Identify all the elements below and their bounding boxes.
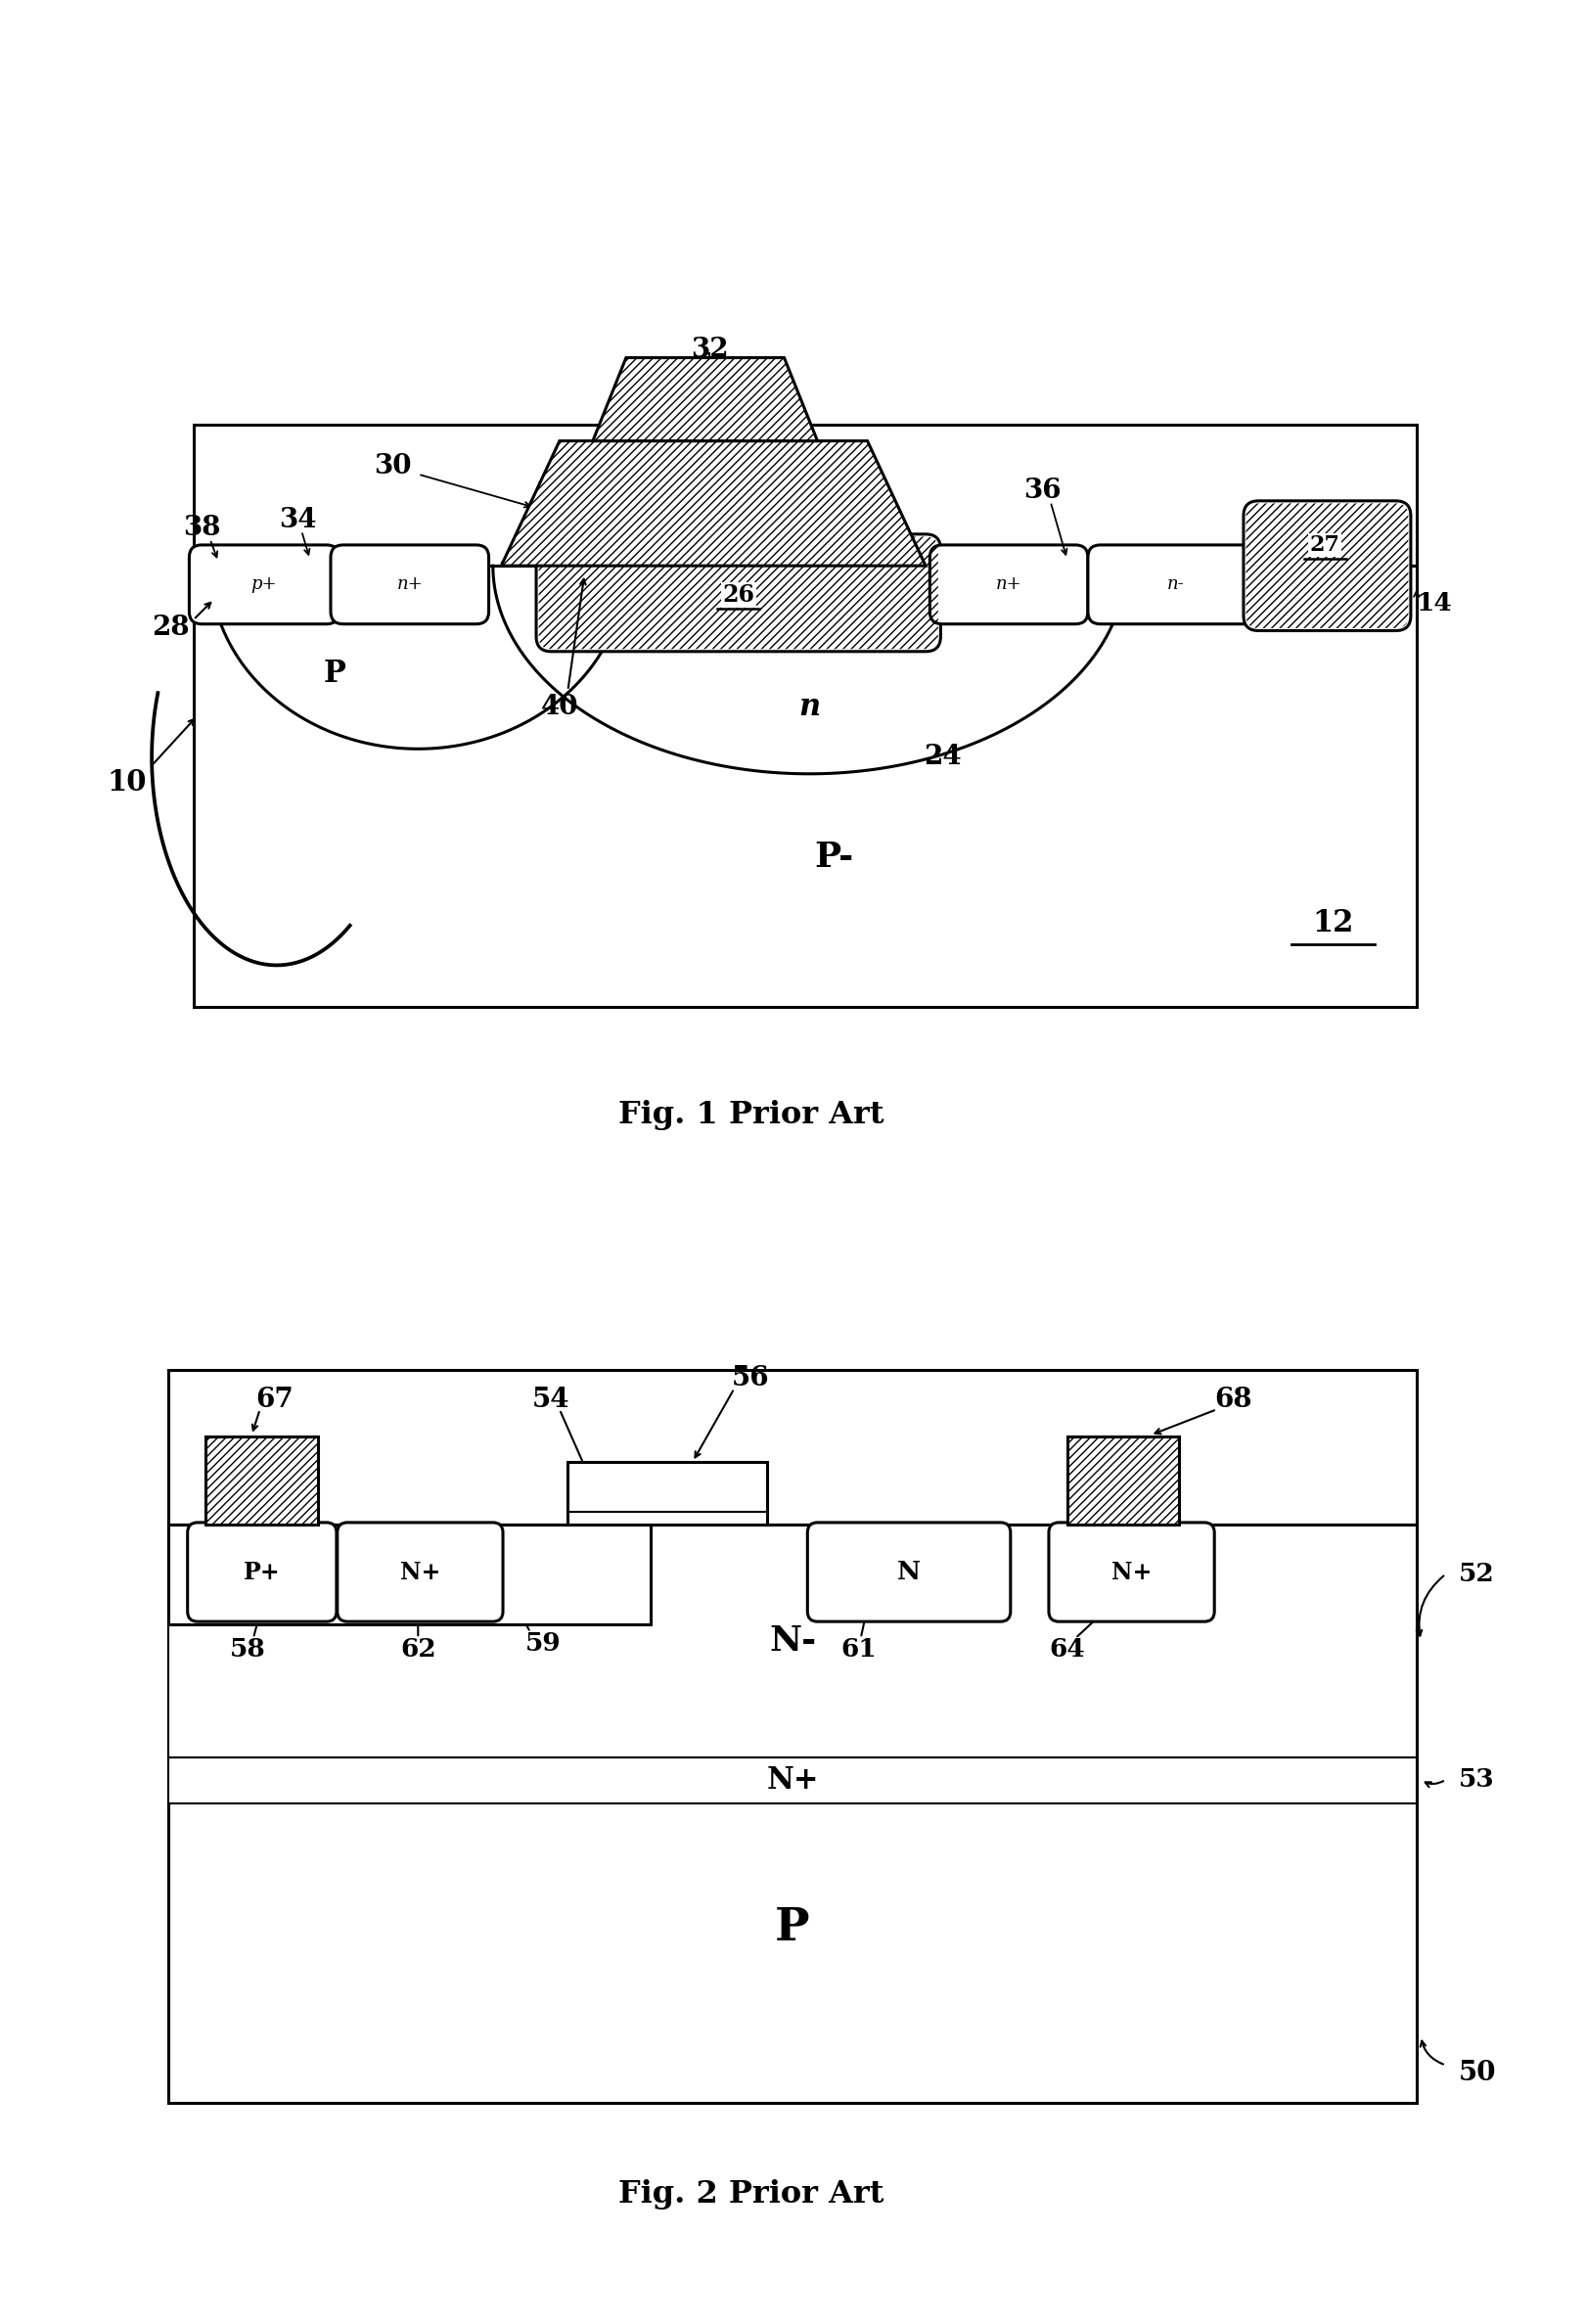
Text: 34: 34 xyxy=(279,507,317,532)
Text: 58: 58 xyxy=(230,1636,265,1662)
FancyBboxPatch shape xyxy=(807,1522,1011,1622)
Bar xyxy=(168,1757,1417,1803)
Text: n-: n- xyxy=(1167,576,1184,593)
FancyBboxPatch shape xyxy=(189,544,339,625)
Text: N: N xyxy=(897,1559,921,1585)
Text: 32: 32 xyxy=(691,337,728,363)
Text: 62: 62 xyxy=(399,1636,436,1662)
Polygon shape xyxy=(593,358,818,442)
FancyBboxPatch shape xyxy=(331,544,488,625)
FancyBboxPatch shape xyxy=(930,544,1087,625)
Text: 50: 50 xyxy=(1458,2061,1496,2087)
Text: 12: 12 xyxy=(1312,909,1354,939)
Text: 10: 10 xyxy=(106,767,146,797)
Text: P: P xyxy=(466,1562,487,1587)
FancyBboxPatch shape xyxy=(168,1525,651,1624)
Text: n: n xyxy=(799,693,819,723)
Text: 59: 59 xyxy=(525,1631,561,1655)
Bar xyxy=(168,1525,1417,1757)
Bar xyxy=(168,1525,1417,1757)
Bar xyxy=(206,1436,319,1525)
Text: Fig. 2 Prior Art: Fig. 2 Prior Art xyxy=(618,2180,884,2210)
Text: n+: n+ xyxy=(995,576,1022,593)
Text: N-: N- xyxy=(769,1624,816,1657)
FancyBboxPatch shape xyxy=(338,1522,502,1622)
Text: 52: 52 xyxy=(1458,1562,1495,1587)
Bar xyxy=(1067,1436,1179,1525)
Text: N+: N+ xyxy=(766,1764,819,1794)
Polygon shape xyxy=(209,565,626,748)
FancyBboxPatch shape xyxy=(1049,1522,1214,1622)
Text: 36: 36 xyxy=(1024,479,1060,504)
Text: 40: 40 xyxy=(540,695,579,720)
Text: P-: P- xyxy=(815,841,854,874)
FancyBboxPatch shape xyxy=(1087,544,1263,625)
Polygon shape xyxy=(493,565,1125,774)
Text: 56: 56 xyxy=(732,1364,770,1392)
FancyBboxPatch shape xyxy=(187,1522,336,1622)
Text: 53: 53 xyxy=(1458,1769,1495,1792)
Text: N+: N+ xyxy=(1111,1559,1152,1583)
Text: 28: 28 xyxy=(152,616,190,641)
Text: 38: 38 xyxy=(182,516,220,541)
FancyBboxPatch shape xyxy=(536,535,940,651)
Text: 26: 26 xyxy=(723,583,754,607)
Text: 67: 67 xyxy=(255,1385,293,1413)
Text: 24: 24 xyxy=(924,744,961,769)
Text: p+: p+ xyxy=(250,576,277,593)
Text: 64: 64 xyxy=(1049,1636,1086,1662)
Text: 30: 30 xyxy=(374,453,412,479)
Text: 61: 61 xyxy=(842,1636,877,1662)
Bar xyxy=(193,425,1417,1006)
Text: N+: N+ xyxy=(399,1559,441,1583)
Text: 14: 14 xyxy=(1417,590,1453,616)
Text: 27: 27 xyxy=(1309,535,1341,555)
Text: P+: P+ xyxy=(244,1559,281,1583)
Bar xyxy=(168,1371,1417,2103)
Bar xyxy=(1067,1436,1179,1525)
Text: P: P xyxy=(323,658,346,690)
FancyBboxPatch shape xyxy=(1244,502,1411,630)
Text: n+: n+ xyxy=(396,576,423,593)
Text: 54: 54 xyxy=(533,1385,571,1413)
Text: Fig. 1 Prior Art: Fig. 1 Prior Art xyxy=(618,1099,884,1129)
Text: P: P xyxy=(775,1906,810,1950)
Bar xyxy=(206,1436,319,1525)
Polygon shape xyxy=(501,442,926,565)
Text: 68: 68 xyxy=(1214,1385,1252,1413)
Bar xyxy=(567,1462,767,1525)
